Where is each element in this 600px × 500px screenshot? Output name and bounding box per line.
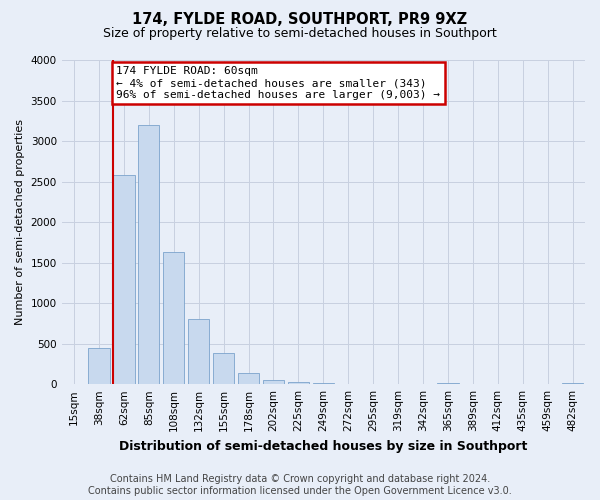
- Bar: [163, 252, 184, 384]
- Bar: [313, 382, 334, 384]
- Bar: [138, 125, 160, 384]
- Bar: [188, 320, 209, 384]
- Bar: [437, 383, 458, 384]
- Bar: [113, 175, 134, 384]
- Text: 174, FYLDE ROAD, SOUTHPORT, PR9 9XZ: 174, FYLDE ROAD, SOUTHPORT, PR9 9XZ: [133, 12, 467, 26]
- Text: Size of property relative to semi-detached houses in Southport: Size of property relative to semi-detach…: [103, 26, 497, 40]
- Bar: [263, 380, 284, 384]
- Bar: [88, 348, 110, 384]
- Bar: [238, 373, 259, 384]
- X-axis label: Distribution of semi-detached houses by size in Southport: Distribution of semi-detached houses by …: [119, 440, 527, 452]
- Text: Contains HM Land Registry data © Crown copyright and database right 2024.
Contai: Contains HM Land Registry data © Crown c…: [88, 474, 512, 496]
- Bar: [213, 352, 234, 384]
- Text: 174 FYLDE ROAD: 60sqm
← 4% of semi-detached houses are smaller (343)
96% of semi: 174 FYLDE ROAD: 60sqm ← 4% of semi-detac…: [116, 66, 440, 100]
- Y-axis label: Number of semi-detached properties: Number of semi-detached properties: [15, 119, 25, 325]
- Bar: [288, 382, 309, 384]
